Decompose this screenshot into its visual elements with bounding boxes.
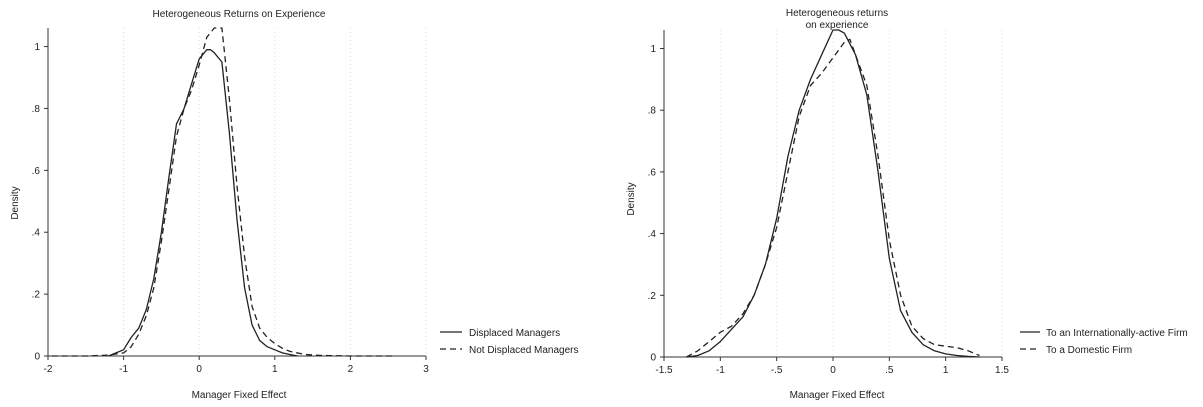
x-tick-label: 1.5	[995, 365, 1009, 376]
right-chart-panel: Heterogeneous returns on experience Mana…	[626, 8, 1188, 401]
x-tick-label: 3	[423, 364, 429, 375]
y-tick-label: 0	[650, 353, 656, 364]
x-tick-label: 0	[196, 364, 202, 375]
left-chart-panel: Heterogeneous Returns on Experience Mana…	[10, 9, 579, 401]
right-chart-series	[686, 29, 980, 358]
x-tick-label: -.5	[771, 365, 783, 376]
left-chart-title: Heterogeneous Returns on Experience	[153, 9, 326, 20]
y-tick-label: .2	[32, 290, 41, 301]
x-tick-label: 2	[348, 364, 354, 375]
right-chart-legend: To an Internationally-active Firm To a D…	[1020, 328, 1188, 356]
y-tick-label: 1	[34, 42, 40, 53]
series-line-to-an-internationally-active-firm	[686, 29, 980, 358]
legend-label-not-displaced-managers: Not Displaced Managers	[469, 345, 579, 356]
left-chart-xlabel: Manager Fixed Effect	[192, 390, 287, 401]
x-tick-label: 1	[943, 365, 949, 376]
right-chart-axes: -1.5 -1 -.5 0 .5 1 1.5 0 .2 .4 .6 .8 1	[648, 30, 1009, 376]
x-tick-label: -1	[716, 365, 725, 376]
left-chart-ylabel: Density	[10, 186, 21, 219]
series-line-displaced-managers	[108, 49, 298, 357]
y-tick-label: .8	[32, 104, 41, 115]
y-tick-label: .8	[648, 106, 657, 117]
left-chart-legend: Displaced Managers Not Displaced Manager…	[440, 328, 579, 356]
x-tick-label: 0	[830, 365, 836, 376]
left-chart-axes: -2 -1 0 1 2 3 0 .2 .4 .6 .8 1	[32, 28, 429, 375]
right-chart-gridlines	[663, 30, 1003, 357]
y-tick-label: .6	[32, 166, 41, 177]
series-line-not-displaced-managers	[51, 27, 396, 357]
x-tick-label: .5	[885, 365, 894, 376]
legend-label-internationally-active-firm: To an Internationally-active Firm	[1046, 328, 1188, 339]
legend-label-displaced-managers: Displaced Managers	[469, 328, 560, 339]
x-tick-label: 1	[272, 364, 278, 375]
right-chart-ylabel: Density	[626, 182, 637, 215]
legend-label-domestic-firm: To a Domestic Firm	[1046, 345, 1132, 356]
right-chart-subtitle: on experience	[806, 20, 869, 31]
left-chart-gridlines	[47, 28, 427, 356]
x-tick-label: -1	[119, 364, 128, 375]
y-tick-label: .2	[648, 291, 657, 302]
right-chart-xlabel: Manager Fixed Effect	[790, 390, 885, 401]
y-tick-label: .6	[648, 167, 657, 178]
x-tick-label: -1.5	[655, 365, 673, 376]
series-line-to-a-domestic-firm	[686, 38, 980, 358]
y-tick-label: .4	[32, 228, 41, 239]
y-tick-label: 1	[650, 44, 656, 55]
y-tick-label: .4	[648, 229, 657, 240]
x-tick-label: -2	[44, 364, 53, 375]
right-chart-title: Heterogeneous returns	[786, 8, 888, 19]
left-chart-series	[51, 27, 396, 357]
y-tick-label: 0	[34, 352, 40, 363]
